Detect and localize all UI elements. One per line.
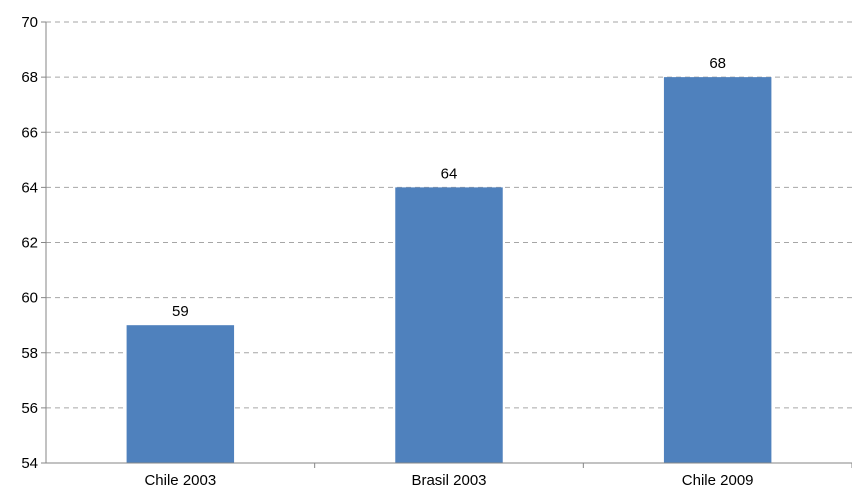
- bar: [126, 325, 235, 463]
- x-tick-label: Brasil 2003: [411, 472, 486, 489]
- y-tick-label: 62: [21, 235, 38, 252]
- y-tick-label: 54: [21, 455, 38, 472]
- y-tick-label: 56: [21, 400, 38, 417]
- data-label: 64: [441, 165, 458, 182]
- x-tick-label: Chile 2003: [144, 472, 216, 489]
- axes: [41, 21, 852, 468]
- data-label: 59: [172, 303, 189, 320]
- y-tick-label: 58: [21, 345, 38, 362]
- labels: 54 56 58 60 62 64 66 68 70 59 Chile 2003 64 Brasil 2…: [21, 14, 753, 489]
- bars: [126, 77, 772, 463]
- bar: [663, 77, 772, 463]
- y-tick-label: 68: [21, 69, 38, 86]
- y-tick-label: 60: [21, 290, 38, 307]
- x-tick-label: Chile 2009: [682, 472, 754, 489]
- y-tick-label: 66: [21, 124, 38, 141]
- bar: [395, 187, 503, 463]
- y-tick-label: 70: [21, 14, 38, 31]
- y-tick-label: 64: [21, 179, 38, 196]
- data-label: 68: [709, 55, 726, 72]
